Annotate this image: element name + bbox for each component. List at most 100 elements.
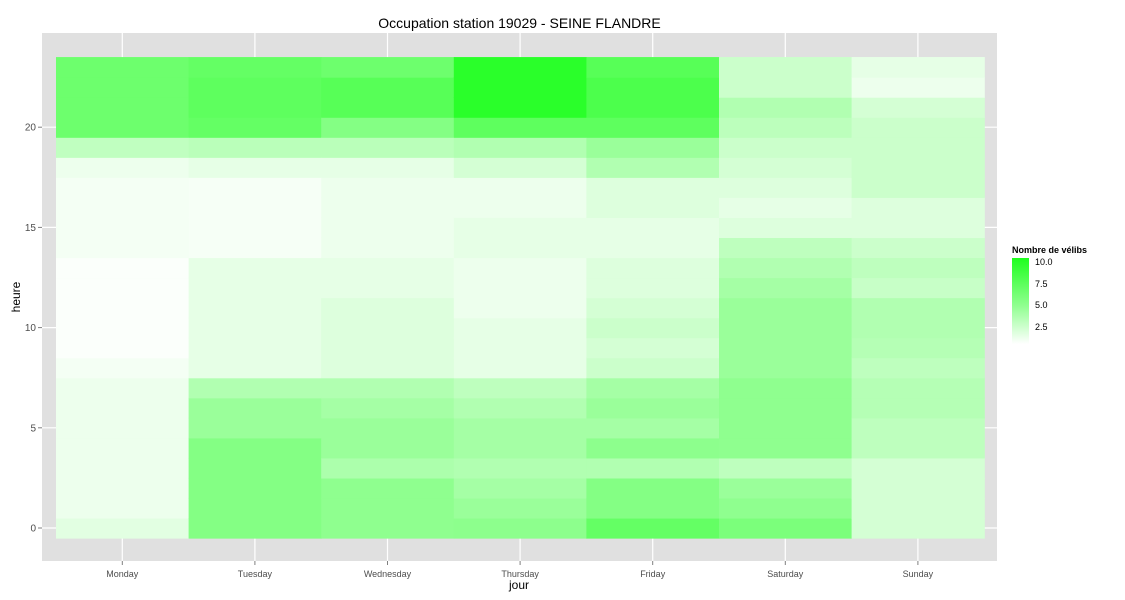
heatmap-cell xyxy=(188,217,322,239)
heatmap-cell xyxy=(586,177,720,198)
heatmap-cell xyxy=(453,277,587,299)
heatmap-cell xyxy=(586,217,720,239)
heatmap-cell xyxy=(719,57,853,78)
heatmap-cell xyxy=(188,477,322,499)
x-tick-label: Monday xyxy=(106,569,139,579)
heatmap-cell xyxy=(586,477,720,499)
x-tick-label: Sunday xyxy=(903,569,934,579)
heatmap-cell xyxy=(321,137,455,158)
y-tick-label: 20 xyxy=(25,123,37,134)
y-tick-label: 10 xyxy=(25,323,37,334)
heatmap-cell xyxy=(586,277,720,299)
x-tick-label: Friday xyxy=(640,569,666,579)
x-axis-title: jour xyxy=(508,578,529,592)
heatmap-cell xyxy=(188,197,322,218)
heatmap-cell xyxy=(321,217,455,239)
heatmap-cell xyxy=(719,217,853,239)
heatmap-cell xyxy=(719,97,853,118)
heatmap-cell xyxy=(851,237,985,259)
heatmap-cell xyxy=(586,77,720,98)
heatmap-cell xyxy=(586,317,720,339)
heatmap-cell xyxy=(321,377,455,399)
heatmap-cell xyxy=(188,517,322,539)
heatmap-cell xyxy=(851,397,985,419)
heatmap-cell xyxy=(56,117,190,138)
heatmap-cell xyxy=(321,57,455,78)
heatmap-cell xyxy=(851,377,985,399)
heatmap-cell xyxy=(719,497,853,519)
heatmap-cell xyxy=(719,137,853,158)
legend-tick-label: 2.5 xyxy=(1035,321,1048,332)
heatmap-cell xyxy=(719,157,853,178)
heatmap-cell xyxy=(851,417,985,439)
heatmap-cell xyxy=(453,217,587,239)
heatmap-cell xyxy=(453,497,587,519)
heatmap-cell xyxy=(719,437,853,459)
heatmap-cell xyxy=(586,297,720,319)
heatmap-cell xyxy=(56,77,190,98)
legend-tick-label: 10.0 xyxy=(1035,257,1053,268)
heatmap-cell xyxy=(586,57,720,78)
heatmap-cell xyxy=(586,417,720,439)
x-tick-label: Saturday xyxy=(767,569,804,579)
heatmap-cell xyxy=(453,77,587,98)
heatmap-cell xyxy=(851,317,985,339)
heatmap-cell xyxy=(321,477,455,499)
heatmap-cell xyxy=(851,497,985,519)
heatmap-cell xyxy=(188,397,322,419)
heatmap-cell xyxy=(719,177,853,198)
heatmap-cell xyxy=(321,177,455,198)
heatmap-cell xyxy=(56,477,190,499)
heatmap-cell xyxy=(851,77,985,98)
heatmap-cell xyxy=(188,277,322,299)
heatmap-cell xyxy=(586,497,720,519)
heatmap-cell xyxy=(56,57,190,78)
heatmap-cell xyxy=(851,257,985,279)
y-axis-title: heure xyxy=(9,281,23,312)
heatmap-cell xyxy=(586,137,720,158)
heatmap-cell xyxy=(586,437,720,459)
heatmap-cell xyxy=(453,297,587,319)
heatmap-cell xyxy=(851,477,985,499)
heatmap-cell xyxy=(453,457,587,479)
heatmap-cell xyxy=(719,297,853,319)
heatmap-cell xyxy=(453,97,587,118)
heatmap-cell xyxy=(851,297,985,319)
heatmap-cell xyxy=(321,357,455,379)
heatmap-cell xyxy=(851,277,985,299)
heatmap-cells xyxy=(56,57,985,539)
color-legend: Nombre de vélibs 10.0 7.5 5.0 2.5 xyxy=(1012,245,1087,348)
heatmap-cell xyxy=(188,77,322,98)
heatmap-cell xyxy=(321,257,455,279)
heatmap-cell xyxy=(586,377,720,399)
heatmap-cell xyxy=(586,357,720,379)
heatmap-cell xyxy=(56,197,190,218)
heatmap-cell xyxy=(586,457,720,479)
heatmap-cell xyxy=(56,397,190,419)
heatmap-cell xyxy=(719,357,853,379)
heatmap-cell xyxy=(453,117,587,138)
y-tick-label: 5 xyxy=(30,423,36,434)
heatmap-cell xyxy=(321,117,455,138)
heatmap-cell xyxy=(188,337,322,359)
legend-tick-label: 7.5 xyxy=(1035,278,1048,289)
heatmap-cell xyxy=(56,497,190,519)
heatmap-cell xyxy=(56,257,190,279)
heatmap-cell xyxy=(453,377,587,399)
heatmap-cell xyxy=(188,157,322,178)
heatmap-cell xyxy=(851,357,985,379)
heatmap-cell xyxy=(188,497,322,519)
heatmap-cell xyxy=(188,297,322,319)
heatmap-cell xyxy=(56,357,190,379)
y-tick-label: 0 xyxy=(30,524,36,535)
heatmap-cell xyxy=(321,277,455,299)
heatmap-cell xyxy=(56,437,190,459)
heatmap-cell xyxy=(453,197,587,218)
heatmap-cell xyxy=(188,377,322,399)
heatmap-cell xyxy=(56,217,190,239)
heatmap-cell xyxy=(586,197,720,218)
heatmap-cell xyxy=(851,517,985,539)
heatmap-cell xyxy=(56,417,190,439)
heatmap-cell xyxy=(719,117,853,138)
